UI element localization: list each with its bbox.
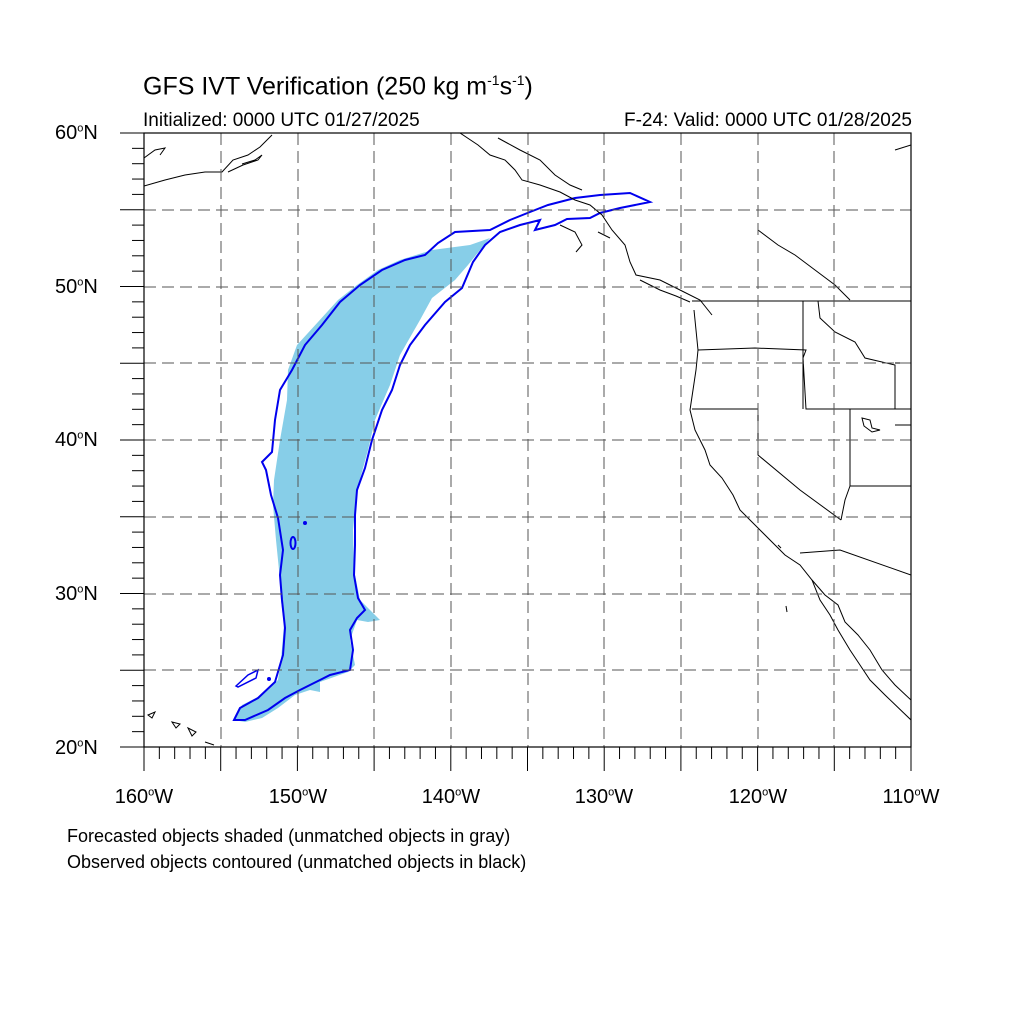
forecast-legend-note: Forecasted objects shaded (unmatched obj…: [67, 826, 511, 846]
lat-label-30n: 30oN: [55, 583, 98, 605]
initialized-time: Initialized: 0000 UTC 01/27/2025: [143, 110, 420, 131]
axis-ticks: [120, 132, 912, 771]
lon-label-120w: 120oW: [728, 786, 788, 808]
state-boundaries: [692, 300, 911, 576]
lon-label-140w: 140oW: [421, 786, 481, 808]
lat-label-20n: 20oN: [55, 737, 98, 759]
observed-legend-note: Observed objects contoured (unmatched ob…: [67, 852, 527, 872]
lon-label-110w: 110oW: [882, 786, 940, 808]
forecast-object: [234, 238, 490, 722]
lat-label-60n: 60oN: [55, 122, 98, 144]
map-title: GFS IVT Verification (250 kg m-1s-1): [143, 72, 533, 101]
lat-label-50n: 50oN: [55, 276, 98, 298]
lon-label-160w: 160oW: [114, 786, 174, 808]
valid-time: F-24: Valid: 0000 UTC 01/28/2025: [624, 110, 912, 131]
coastlines: [144, 133, 911, 746]
graticule: [144, 133, 911, 747]
lon-label-130w: 130oW: [574, 786, 634, 808]
lat-label-40n: 40oN: [55, 429, 98, 451]
lon-label-150w: 150oW: [268, 786, 328, 808]
